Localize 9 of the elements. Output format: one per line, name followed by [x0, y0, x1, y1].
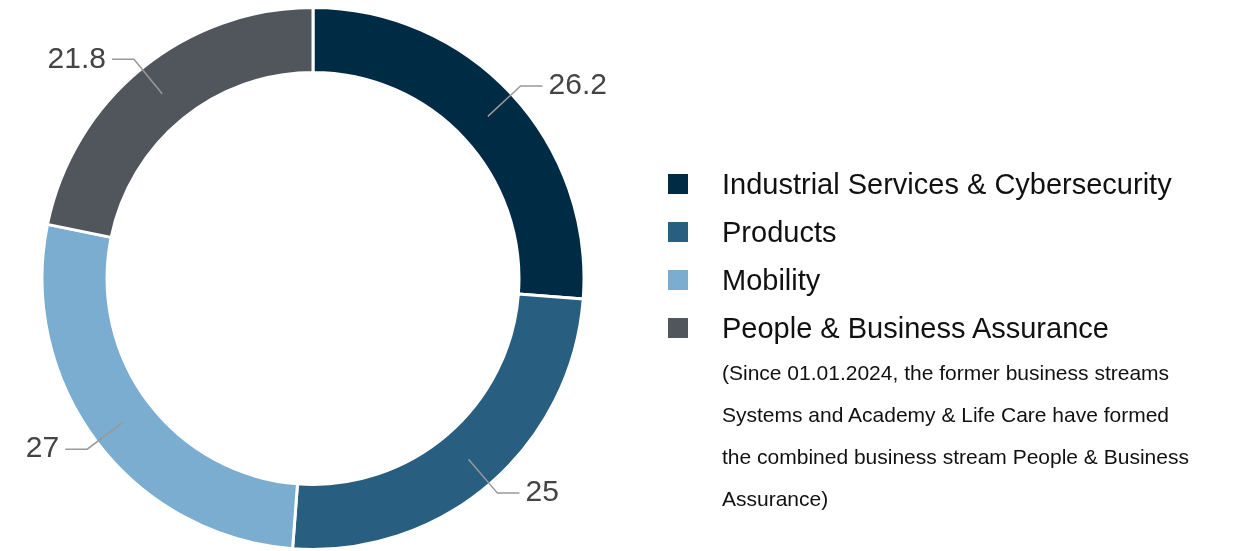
data-label: 26.2 [548, 67, 607, 101]
text: (Since 01.01.2024, the former business streams Systems and Academy & Life Care have formed the combined business stream People & Business Assurance) [722, 360, 1190, 512]
legend-label: People & Business Assurance [722, 311, 1109, 345]
data-label: 25 [525, 474, 559, 508]
legend-label: Industrial Services & Cybersecurity [722, 167, 1172, 201]
data-label: 21.8 [47, 40, 106, 74]
legend-label: Products [722, 215, 837, 249]
legend-label: Mobility [722, 263, 821, 297]
data-label: 27 [25, 430, 60, 464]
